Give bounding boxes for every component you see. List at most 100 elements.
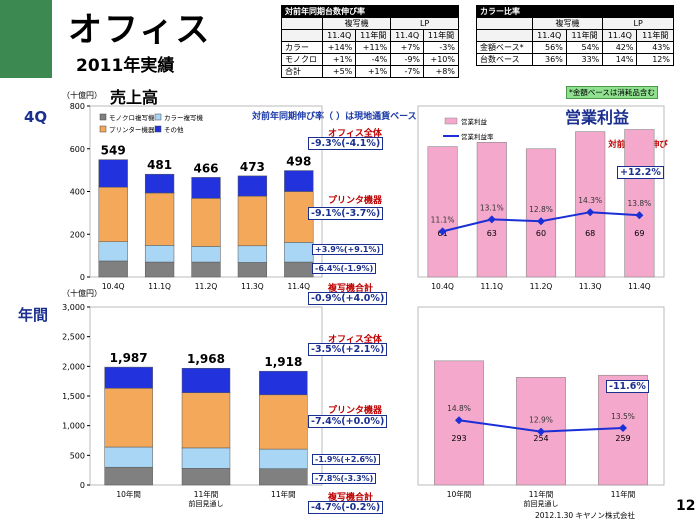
y-tick-label: 0 — [80, 481, 85, 490]
table-col-header: 11年間 — [636, 29, 674, 42]
x-tick-label: 11.4Q — [287, 282, 310, 291]
bar-total-label: 473 — [240, 160, 265, 174]
margin-point — [537, 427, 545, 436]
x-tick-label: 11.3Q — [579, 282, 602, 291]
stacked-bar-segment — [144, 173, 175, 194]
table-cell: +8% — [423, 65, 459, 78]
x-tick-label: 10.4Q — [102, 282, 125, 291]
year-copier-total-growth: -4.7%(-0.2%) — [308, 501, 384, 514]
x-tick-label: 11年間 — [194, 489, 219, 499]
legend-label: プリンター機器 — [109, 125, 155, 134]
profit-value-label: 293 — [451, 434, 466, 443]
legend-swatch — [154, 125, 162, 133]
color-ratio-footnote: *金額ベースは消耗品含む — [566, 86, 658, 99]
stacked-bar-segment — [284, 261, 314, 278]
stacked-bar-segment — [237, 195, 268, 247]
stacked-bar-segment — [181, 468, 231, 486]
margin-value-label: 12.9% — [529, 416, 553, 425]
table-group: LP — [390, 17, 459, 30]
profit-bar — [575, 131, 606, 278]
section-label-4q: 4Q — [24, 108, 48, 126]
table-col-header: 11年間 — [423, 29, 459, 42]
section-label-annual: 年間 — [18, 306, 49, 324]
bar-total-label: 466 — [193, 161, 218, 175]
stacked-bar-segment — [237, 245, 268, 263]
stacked-bar-segment — [237, 262, 268, 278]
copier-total-label: 複写機合計 — [328, 493, 374, 503]
y-tick-label: 1,000 — [62, 422, 85, 431]
y-tick-label: 200 — [70, 230, 85, 239]
x-tick-label: 11.2Q — [195, 282, 218, 291]
bar-total-label: 481 — [147, 158, 172, 172]
x-tick-label: 11年間 — [271, 489, 296, 499]
q4-printer-growth: -9.1%(-3.7%) — [308, 207, 384, 220]
year-office-total-growth: -3.5%(+2.1%) — [308, 343, 388, 356]
stacked-bar-segment — [191, 246, 221, 263]
page-number: 12 — [676, 498, 696, 514]
table-col-header: 11年間 — [355, 29, 392, 42]
table-cell: +5% — [322, 65, 357, 78]
q4-copier-total-growth: -0.9%(+4.0%) — [308, 292, 388, 305]
currency-note: 対前年同期伸び率（ ）は現地通貨ベース — [252, 112, 417, 122]
x-tick-label: 11年間 — [611, 489, 636, 499]
margin-point — [487, 215, 496, 224]
y-tick-label: 1,500 — [62, 392, 85, 401]
table-row: 合計 +5% +1% -7% +8% — [280, 65, 459, 78]
stacked-bar-segment — [181, 392, 231, 449]
stacked-bar-segment — [191, 177, 221, 199]
stacked-bar-segment — [259, 448, 308, 469]
x-tick-label: 11.1Q — [148, 282, 171, 291]
legend-label: その他 — [164, 125, 184, 134]
stacked-bar-segment — [98, 241, 128, 262]
stacked-bar-segment — [104, 446, 153, 468]
stacked-bar-segment — [144, 192, 175, 246]
q4-office-total-growth: -9.3%(-4.1%) — [308, 137, 384, 150]
x-tick-label: 10年間 — [116, 489, 141, 499]
unit-growth-table: 対前年同期台数伸び率 複写機 LP 11.4Q 11年間 11.4Q 11年間 カ… — [280, 5, 459, 78]
stacked-bar-segment — [259, 370, 308, 396]
row-label: 台数ベース — [476, 53, 533, 66]
y-tick-label: 2,500 — [62, 333, 85, 342]
margin-value-label: 11.1% — [431, 215, 455, 224]
page-title: オフィス — [68, 10, 212, 50]
profit-value-label: 60 — [536, 229, 546, 238]
y-tick-label: 0 — [80, 273, 85, 282]
legend-label: カラー複写機 — [164, 113, 204, 122]
sales-title: 売上高 — [110, 88, 159, 107]
x-tick-label: 11年間 — [529, 489, 554, 499]
bar-total-label: 549 — [101, 144, 126, 158]
table-row: カラー +14% +11% +7% -3% — [280, 41, 459, 54]
stacked-bar-segment — [104, 366, 153, 389]
table-title: カラー比率 — [476, 5, 674, 18]
margin-point — [619, 424, 627, 432]
footer-credit: 2012.1.30 キヤノン株式会社 — [535, 511, 635, 520]
margin-value-label: 14.8% — [447, 404, 471, 413]
x-tick-label: 11.2Q — [530, 282, 553, 291]
legend-swatch — [444, 117, 458, 125]
stacked-bar-segment — [191, 261, 221, 278]
copier-total-label: 複写機合計 — [328, 284, 374, 294]
table-cell: 12% — [636, 53, 674, 66]
profit-value-label: 68 — [585, 229, 595, 238]
stacked-bar-segment — [259, 468, 308, 486]
y-tick-label: 400 — [70, 188, 85, 197]
stacked-bar-segment — [259, 394, 308, 450]
margin-value-label: 14.3% — [578, 196, 602, 205]
profit-value-label: 63 — [487, 229, 497, 238]
year-profit-growth: -11.6% — [606, 380, 649, 393]
stacked-bar-segment — [144, 261, 175, 278]
q4-color-copier-growth: +3.9%(+9.1%) — [312, 244, 384, 255]
y-tick-label: 600 — [70, 145, 85, 154]
margin-value-label: 12.8% — [529, 205, 553, 214]
bar-total-label: 498 — [286, 155, 311, 169]
y-unit-label: （十億円） — [62, 289, 102, 298]
margin-value-label: 13.5% — [611, 412, 635, 421]
bar-total-label: 1,987 — [110, 351, 148, 365]
table-row: 金額ベース* 56% 54% 42% 43% — [476, 41, 674, 54]
y-tick-label: 2,000 — [62, 362, 85, 371]
stacked-bar-segment — [144, 245, 175, 263]
profit-bar — [525, 148, 557, 278]
profit-bar — [624, 129, 655, 278]
profit-title: 営業利益 — [565, 108, 630, 127]
